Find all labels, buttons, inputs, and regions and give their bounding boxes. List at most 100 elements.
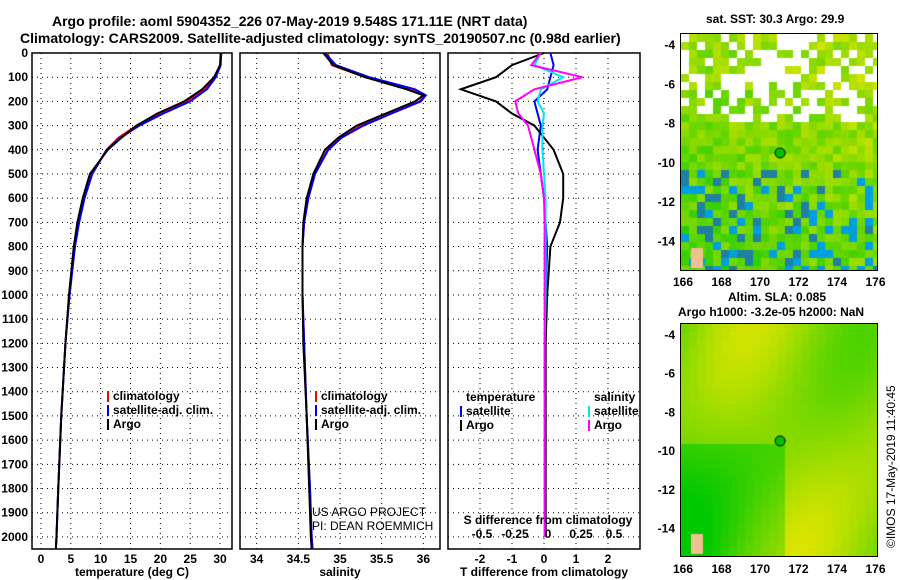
- legend-label: temperature: [466, 390, 536, 404]
- series-line-salinity-argo: [514, 52, 583, 537]
- sla-map: [680, 323, 878, 557]
- map-y-tick-label: -6: [664, 77, 675, 91]
- x2-tick-label: -0.25: [501, 527, 529, 541]
- plot-frame: [239, 52, 441, 550]
- legend-label: Argo: [466, 418, 494, 432]
- x-tick-label: 25: [184, 552, 198, 566]
- legend-swatch: [460, 420, 462, 431]
- legend-swatch: [107, 419, 109, 430]
- x-tick-label: 34: [250, 552, 264, 566]
- map2-title-2: Argo h1000: -3.2e-05 h2000: NaN: [678, 305, 865, 319]
- map-x-tick-label: 170: [750, 275, 770, 289]
- x2-tick-label: 0.25: [569, 527, 593, 541]
- legend-label: satellite: [594, 404, 639, 418]
- map-x-tick-label: 170: [750, 562, 770, 576]
- map-x-tick-label: 168: [711, 275, 731, 289]
- x-tick-label: -1: [507, 552, 518, 566]
- x-tick-label: 10: [94, 552, 108, 566]
- y-tick-label: 400: [8, 143, 28, 157]
- x-tick-label: 34.5: [287, 552, 311, 566]
- y-tick-label: 1400: [1, 385, 28, 399]
- credit-pi: PI: DEAN ROEMMICH: [312, 519, 434, 533]
- legend-swatch: [107, 391, 109, 402]
- x-tick-label: 1: [573, 552, 580, 566]
- y-tick-label: 100: [8, 70, 28, 84]
- x-tick-label: 20: [154, 552, 168, 566]
- series-line-satellite-adj-clim-: [301, 52, 428, 550]
- legend-swatch: [107, 405, 109, 416]
- plot-frame: [31, 52, 233, 550]
- map-y-tick-label: -8: [664, 405, 675, 419]
- series-line-temperature-argo: [457, 52, 565, 537]
- series-line-satellite-adj-clim-: [54, 52, 223, 550]
- map-x-tick-label: 166: [673, 562, 693, 576]
- title-line-2: Climatology: CARS2009. Satellite-adjuste…: [20, 30, 621, 46]
- y-tick-label: 900: [8, 264, 28, 278]
- y-tick-label: 200: [8, 94, 28, 108]
- legend-label: climatology: [321, 389, 388, 403]
- x-axis-label: temperature (deg C): [75, 565, 189, 579]
- legend-label: satellite-adj. clim.: [113, 403, 213, 417]
- series-line-argo: [54, 52, 222, 550]
- title-line-1: Argo profile: aoml 5904352_226 07-May-20…: [52, 13, 528, 29]
- legend-label: Argo: [113, 417, 141, 431]
- y-tick-label: 800: [8, 240, 28, 254]
- map-y-tick-label: -6: [664, 367, 675, 381]
- legend-swatch: [315, 391, 317, 402]
- map-x-tick-label: 172: [788, 562, 808, 576]
- y-tick-label: 1800: [1, 482, 28, 496]
- imos-stamp: ©IMOS 17-May-2019 11:40:45: [884, 385, 898, 548]
- x-tick-label: 30: [213, 552, 227, 566]
- y-tick-label: 1200: [1, 336, 28, 350]
- x-tick-label: 15: [124, 552, 138, 566]
- y-tick-label: 2000: [1, 530, 28, 544]
- y-tick-label: 600: [8, 191, 28, 205]
- x2-tick-label: -0.5: [472, 527, 493, 541]
- y-tick-label: 1900: [1, 506, 28, 520]
- credit-project: US ARGO PROJECT: [312, 505, 427, 519]
- y-tick-label: 1100: [2, 312, 28, 326]
- legend-label: satellite: [466, 404, 511, 418]
- map-x-tick-label: 166: [673, 275, 693, 289]
- map-x-tick-label: 172: [788, 275, 808, 289]
- y-tick-label: 0: [21, 46, 28, 60]
- legend-label: Argo: [594, 418, 622, 432]
- x-tick-label: 5: [67, 552, 74, 566]
- x-tick-label: -2: [475, 552, 486, 566]
- map-y-tick-label: -14: [658, 522, 676, 536]
- legend-swatch: [460, 406, 462, 417]
- x-tick-label: 35: [333, 552, 347, 566]
- legend-swatch: [588, 406, 590, 417]
- map-x-tick-label: 176: [865, 562, 885, 576]
- map-y-tick-label: -12: [658, 483, 676, 497]
- map-y-tick-label: -14: [658, 234, 676, 248]
- legend-label: salinity: [594, 390, 636, 404]
- x-tick-label: 0: [541, 552, 548, 566]
- x-tick-label: 2: [605, 552, 612, 566]
- map-x-tick-label: 174: [827, 275, 847, 289]
- x-axis-label: T difference from climatology: [460, 565, 628, 579]
- x-tick-label: 0: [38, 552, 45, 566]
- y-tick-label: 1500: [1, 409, 28, 423]
- legend-label: climatology: [113, 389, 180, 403]
- legend-label: Argo: [321, 417, 349, 431]
- map-y-tick-label: -4: [664, 38, 675, 52]
- legend-swatch: [315, 419, 317, 430]
- series-line-climatology: [54, 52, 223, 550]
- map-y-tick-label: -4: [664, 328, 675, 342]
- legend-swatch: [315, 405, 317, 416]
- y-tick-label: 1600: [1, 433, 28, 447]
- x2-tick-label: 0: [545, 527, 552, 541]
- legend-swatch: [588, 420, 590, 431]
- map2-title-1: Altim. SLA: 0.085: [728, 290, 827, 304]
- map-y-tick-label: -10: [658, 444, 676, 458]
- y-tick-label: 300: [8, 119, 28, 133]
- y-tick-label: 700: [8, 215, 28, 229]
- y-tick-label: 1300: [1, 361, 28, 375]
- x2-axis-label: S difference from climatology: [464, 513, 633, 527]
- y-tick-label: 500: [8, 167, 28, 181]
- legend-label: satellite-adj. clim.: [321, 403, 421, 417]
- map1-title: sat. SST: 30.3 Argo: 29.9: [706, 12, 845, 26]
- map-y-tick-label: -10: [658, 156, 676, 170]
